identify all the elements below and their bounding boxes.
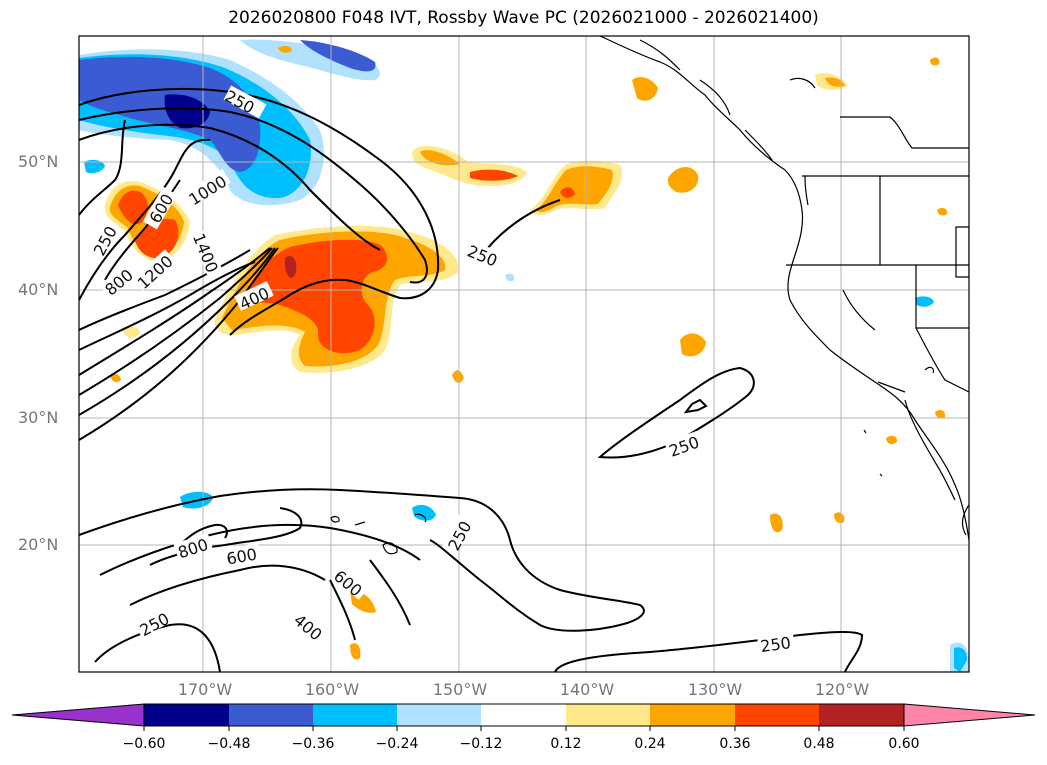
contour-label: 800 [176, 535, 211, 563]
colorbar [11, 703, 1036, 731]
colorbar-tick-label: 0.12 [550, 736, 582, 752]
colorbar-bin [735, 704, 819, 726]
colorbar-tick-label: 0.48 [803, 736, 835, 752]
contour-label: 250 [759, 633, 792, 656]
positive-anomaly-regions [104, 45, 948, 660]
colorbar-bin [313, 704, 397, 726]
lat-label: 20°N [18, 535, 59, 554]
lat-label: 50°N [18, 152, 59, 171]
colorbar-bin [566, 704, 650, 726]
contour-label: 250 [667, 432, 702, 460]
colorbar-tick-label: 0.60 [888, 736, 920, 752]
lon-label: 150°W [432, 680, 488, 699]
contour-label: 600 [225, 545, 258, 569]
map-frame [78, 35, 970, 673]
colorbar-bin [144, 704, 229, 726]
graticule [79, 36, 969, 672]
colorbar-tick-label: −0.36 [291, 736, 335, 752]
colorbar-bin [819, 704, 904, 726]
colorbar-bin [650, 704, 735, 726]
colorbar-bin [481, 704, 566, 726]
lon-label: 130°W [687, 680, 743, 699]
lon-label: 160°W [304, 680, 360, 699]
map-title: 2026020800 F048 IVT, Rossby Wave PC (202… [228, 8, 819, 28]
lon-label: 170°W [177, 680, 233, 699]
negative-anomaly-regions [79, 39, 969, 672]
colorbar-tick-label: 0.36 [719, 736, 751, 752]
contour-label: 1000 [185, 172, 230, 210]
colorbar-extend-low [11, 703, 145, 727]
coastlines [599, 36, 969, 541]
colorbar-extend-high [903, 703, 1036, 727]
colorbar-tick-label: −0.24 [375, 736, 419, 752]
contour-label: 1400 [189, 231, 222, 276]
lon-label: 120°W [814, 680, 870, 699]
colorbar-tick-label: −0.48 [207, 736, 251, 752]
lon-label: 140°W [559, 680, 615, 699]
colorbar-bin [229, 704, 313, 726]
lat-label: 40°N [18, 280, 59, 299]
colorbar-tick-label: 0.24 [634, 736, 666, 752]
colorbar-tick-label: −0.60 [122, 736, 166, 752]
colorbar-tick-label: −0.12 [459, 736, 503, 752]
colorbar-bin [397, 704, 481, 726]
lat-label: 30°N [18, 408, 59, 427]
islands [330, 366, 935, 555]
